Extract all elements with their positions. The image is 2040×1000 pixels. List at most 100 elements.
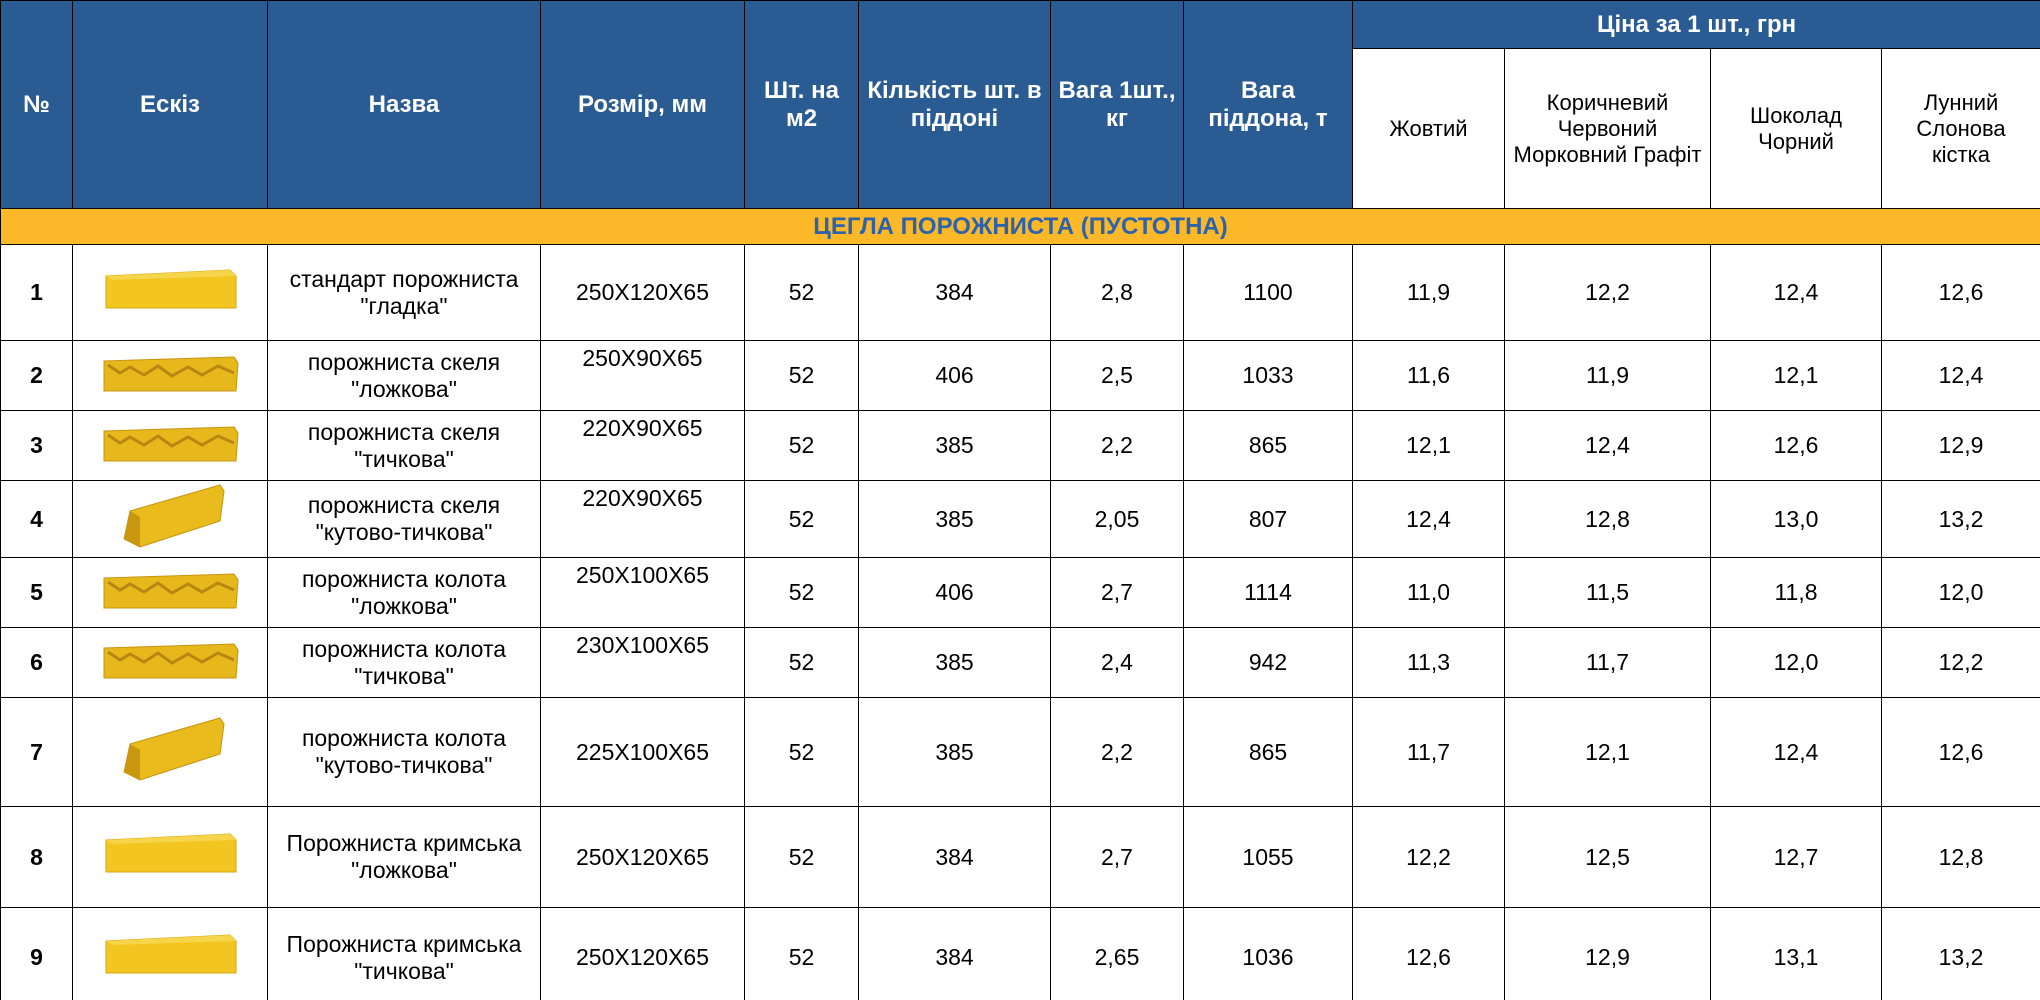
cell: 2,05 [1051,481,1184,558]
row-number: 3 [1,411,73,481]
cell: 865 [1184,411,1353,481]
cell: 12,9 [1882,411,2040,481]
cell: 1055 [1184,807,1353,908]
cell: 52 [745,698,859,807]
cell: 220X90X65 [541,411,745,481]
cell: 12,4 [1353,481,1505,558]
cell: Порожниста кримська "тичкова" [268,908,541,1000]
cell: 384 [859,245,1051,341]
cell: 12,6 [1882,698,2040,807]
cell: 12,4 [1711,698,1882,807]
column-header: Ескіз [73,1,268,209]
cell: 12,2 [1882,628,2040,698]
cell: 52 [745,245,859,341]
cell: 250X120X65 [541,807,745,908]
sketch-cell [73,807,268,908]
cell: 942 [1184,628,1353,698]
cell: порожниста колота "ложкова" [268,558,541,628]
price-table: №ЕскізНазваРозмір, ммШт. на м2Кількість … [0,0,2040,1000]
cell: 1114 [1184,558,1353,628]
cell: 52 [745,558,859,628]
price-column-header: Шоколад Чорний [1711,49,1882,209]
section-title: ЦЕГЛА ПОРОЖНИСТА (ПУСТОТНА) [1,209,2040,245]
cell: 12,1 [1505,698,1711,807]
sketch-cell [73,558,268,628]
row-number: 1 [1,245,73,341]
column-header: Вага 1шт., кг [1051,1,1184,209]
cell: 52 [745,908,859,1000]
cell: 11,9 [1353,245,1505,341]
cell: 220X90X65 [541,481,745,558]
column-header: № [1,1,73,209]
cell: порожниста колота "кутово-тичкова" [268,698,541,807]
cell: порожниста скеля "ложкова" [268,341,541,411]
cell: 250X120X65 [541,908,745,1000]
row-number: 6 [1,628,73,698]
cell: 12,2 [1353,807,1505,908]
cell: 2,7 [1051,807,1184,908]
cell: 12,7 [1711,807,1882,908]
cell: 12,4 [1882,341,2040,411]
cell: 13,1 [1711,908,1882,1000]
sketch-cell [73,628,268,698]
cell: 865 [1184,698,1353,807]
cell: 385 [859,698,1051,807]
cell: 2,5 [1051,341,1184,411]
price-column-header: Жовтий [1353,49,1505,209]
brick-icon [100,714,240,784]
brick-icon [100,481,240,551]
cell: 2,65 [1051,908,1184,1000]
cell: 225X100X65 [541,698,745,807]
cell: 1036 [1184,908,1353,1000]
brick-icon [100,421,240,465]
cell: 406 [859,558,1051,628]
cell: 385 [859,481,1051,558]
cell: 12,5 [1505,807,1711,908]
cell: 12,4 [1711,245,1882,341]
sketch-cell [73,908,268,1000]
cell: 12,8 [1505,481,1711,558]
price-column-header: Коричневий Червоний Морковний Графіт [1505,49,1711,209]
cell: 11,7 [1353,698,1505,807]
cell: 384 [859,807,1051,908]
cell: 52 [745,341,859,411]
cell: 12,4 [1505,411,1711,481]
brick-icon [100,268,240,312]
table-row: 2порожниста скеля "ложкова"250X90X655240… [1,341,2040,411]
sketch-cell [73,245,268,341]
cell: 11,6 [1353,341,1505,411]
cell: 12,8 [1882,807,2040,908]
row-number: 8 [1,807,73,908]
brick-icon [100,568,240,612]
table-row: 5порожниста колота "ложкова"250X100X6552… [1,558,2040,628]
cell: 13,0 [1711,481,1882,558]
cell: Порожниста кримська "ложкова" [268,807,541,908]
cell: 13,2 [1882,481,2040,558]
cell: порожниста скеля "кутово-тичкова" [268,481,541,558]
cell: 250X120X65 [541,245,745,341]
cell: 12,9 [1505,908,1711,1000]
cell: 52 [745,628,859,698]
sketch-cell [73,481,268,558]
cell: 384 [859,908,1051,1000]
section-row: ЦЕГЛА ПОРОЖНИСТА (ПУСТОТНА) [1,209,2040,245]
sketch-cell [73,341,268,411]
cell: 406 [859,341,1051,411]
cell: 11,8 [1711,558,1882,628]
table-row: 8 Порожниста кримська "ложкова"250X120X65… [1,807,2040,908]
cell: 2,2 [1051,698,1184,807]
cell: 12,0 [1711,628,1882,698]
cell: 12,0 [1882,558,2040,628]
cell: 11,3 [1353,628,1505,698]
brick-icon [100,832,240,876]
cell: 11,0 [1353,558,1505,628]
cell: 12,6 [1882,245,2040,341]
cell: 385 [859,628,1051,698]
sketch-cell [73,698,268,807]
cell: 807 [1184,481,1353,558]
column-header: Вага піддона, т [1184,1,1353,209]
